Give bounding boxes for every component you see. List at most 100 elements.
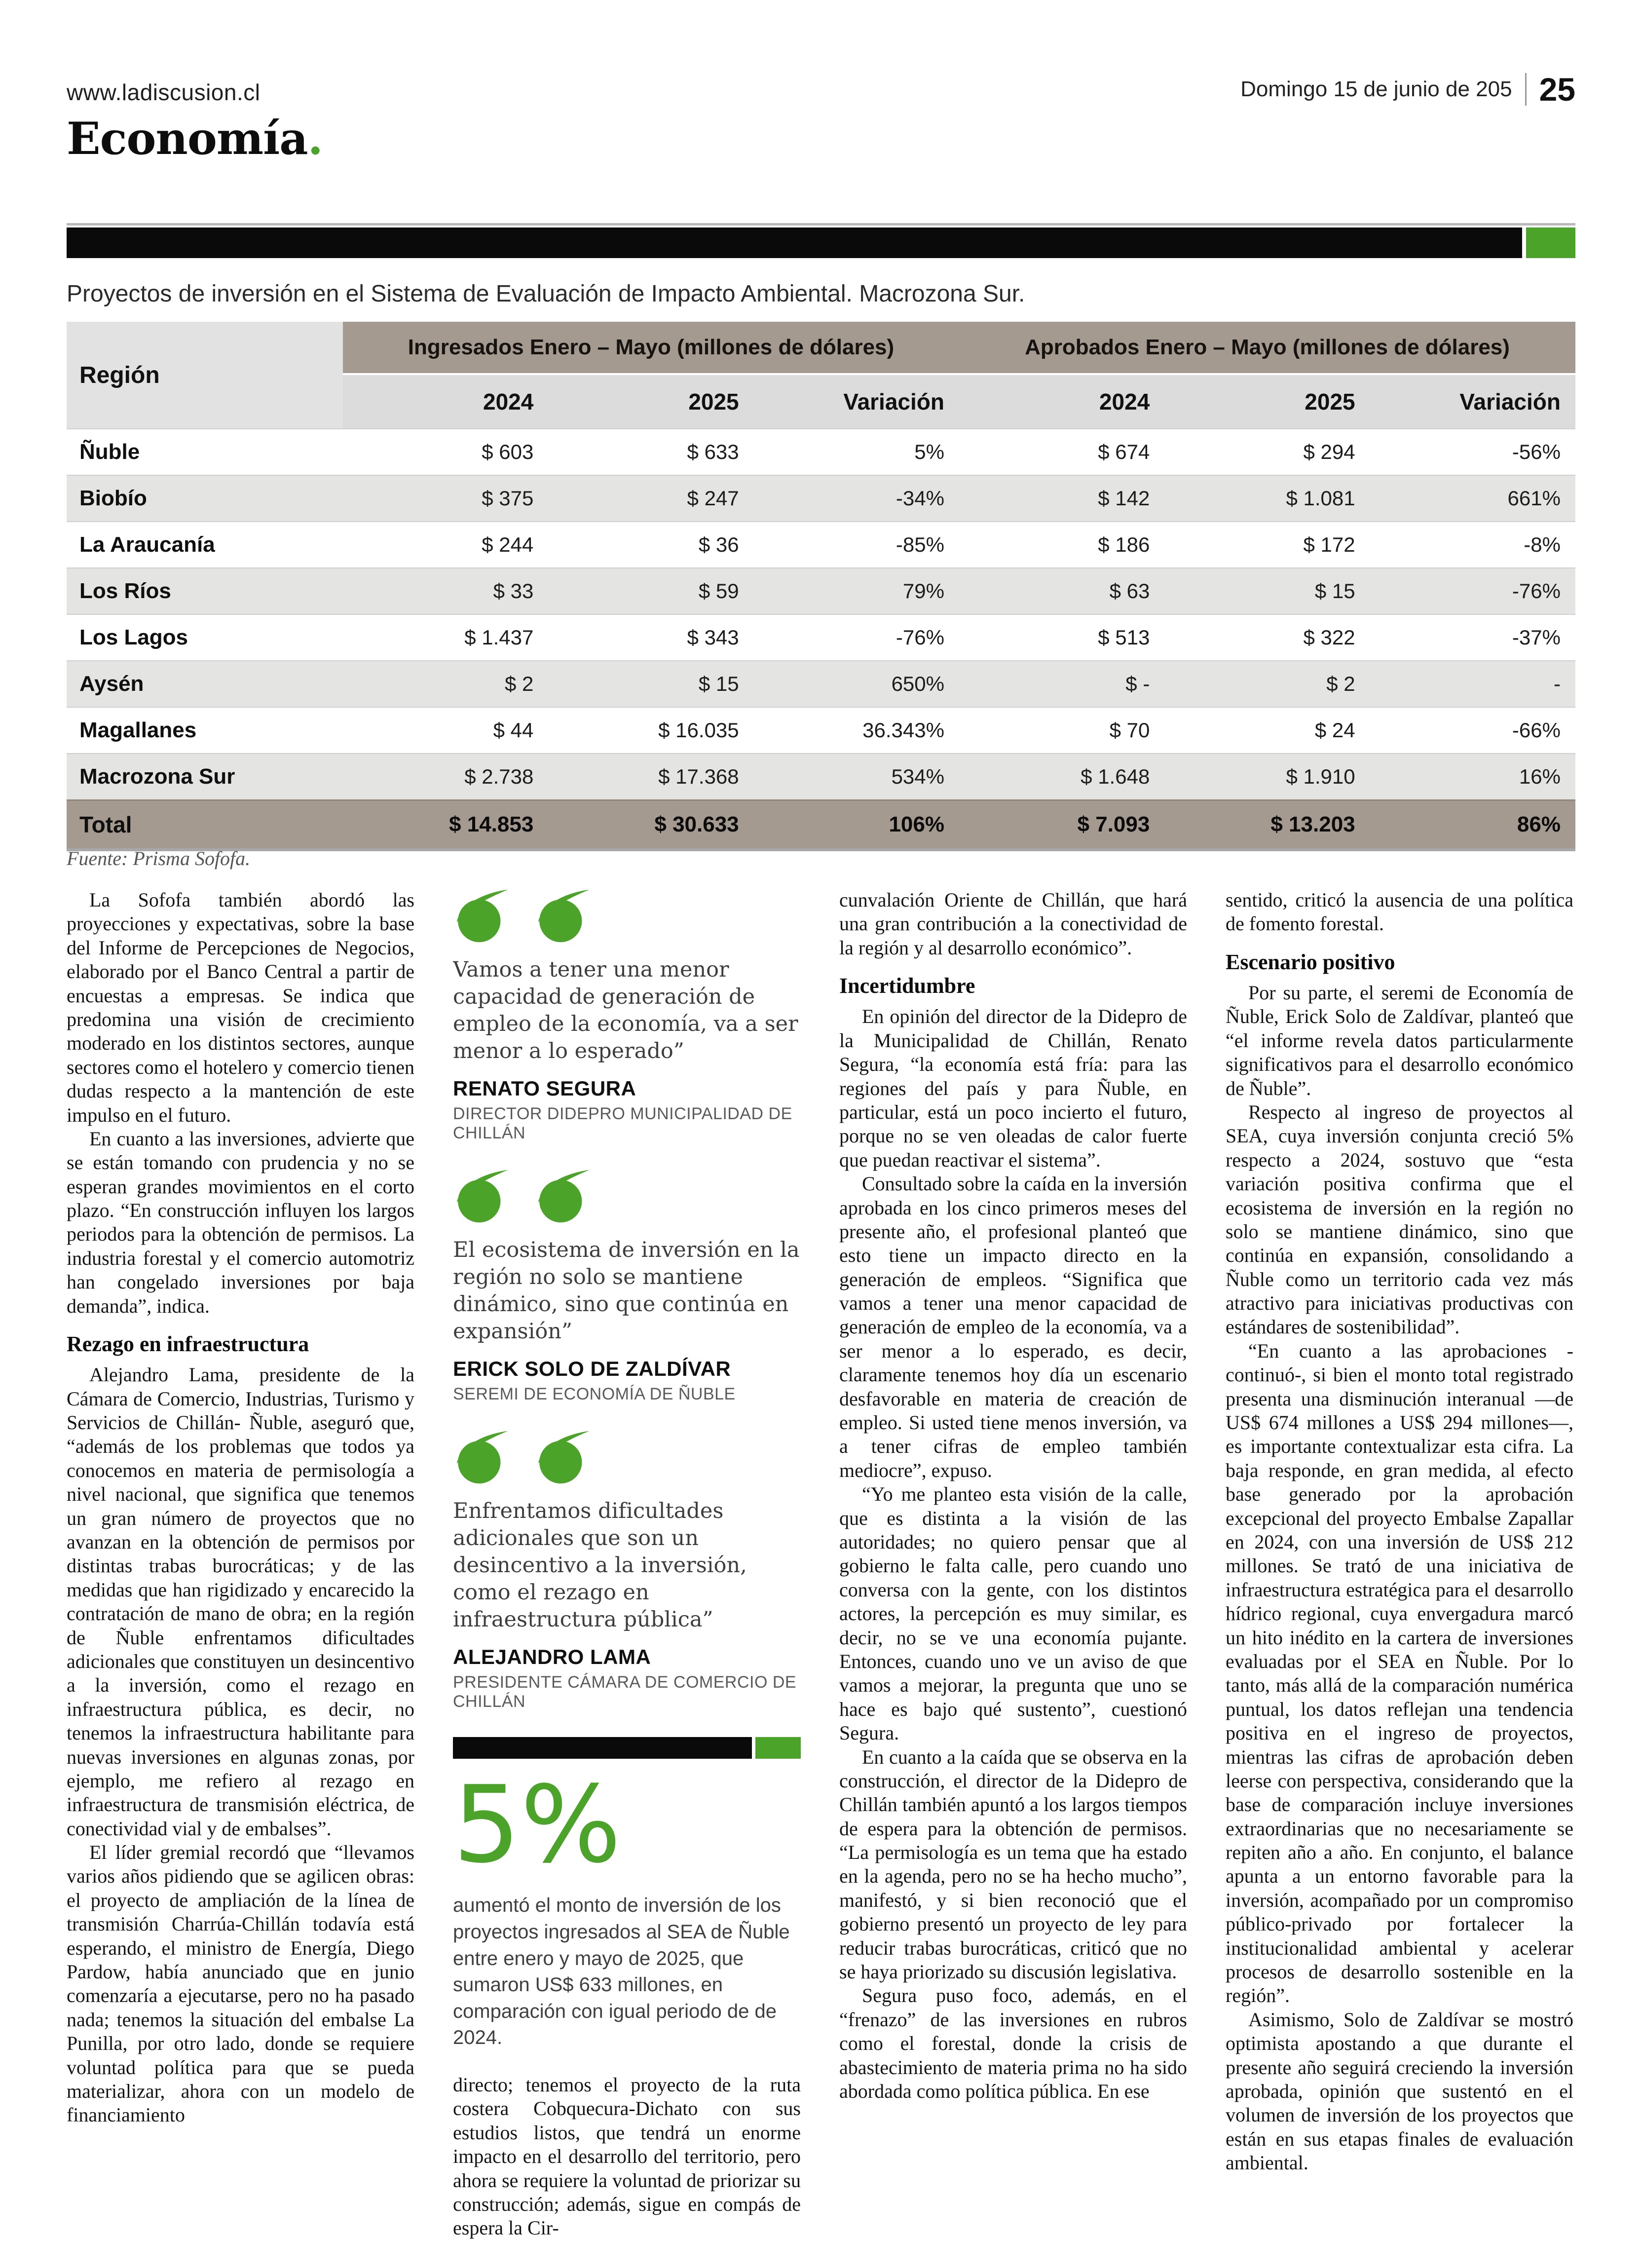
paragraph: Respecto al ingreso de proyectos al SEA,… [1226,1100,1573,1338]
row-value: 36.343% [862,718,944,742]
row-value: $ 2 [504,672,534,695]
row-value: $ 70 [1109,718,1150,742]
row-value: 16% [1519,765,1561,788]
site-url: www.ladiscusion.cl [67,79,261,105]
row-region: Biobío [79,486,147,510]
masthead: www.ladiscusion.cl Domingo 15 de junio d… [67,73,1575,106]
subhead-incertidumbre: Incertidumbre [839,974,975,998]
stat-caption: aumentó el monto de inversión de los pro… [453,1894,790,2049]
stat-divider-bar [453,1737,801,1759]
paragraph: Asimismo, Solo de Zaldívar se mostró opt… [1226,2008,1573,2174]
stat-bar-green [755,1737,801,1759]
quotation-marks-icon [456,1431,590,1484]
row-value: 79% [902,579,944,603]
row-value: 534% [891,765,944,788]
paragraph: Alejandro Lama, presidente de la Cámara … [67,1363,414,1840]
section-divider-bar [67,227,1575,258]
row-value: $ 15 [1314,579,1355,603]
row-value: -66% [1512,718,1561,742]
row-value: $ 322 [1303,626,1355,649]
paragraph: directo; tenemos el proyecto de la ruta … [453,2073,801,2239]
stat-bar-black [453,1737,752,1759]
row-value: 661% [1507,487,1561,510]
total-label: Total [79,812,132,837]
table-group-band: Ingresados Enero – Mayo (millones de dól… [343,322,1575,373]
paragraph: En cuanto a las inversiones, advierte qu… [67,1127,414,1317]
row-value: $ 674 [1098,440,1150,463]
row-value: $ - [1125,672,1150,695]
paragraph: En cuanto a la caída que se observa en l… [839,1745,1187,1983]
row-value: $ 17.368 [658,765,739,788]
table-source: Fuente: Prisma Sofofa. [67,847,251,869]
row-value: $ 172 [1303,533,1355,556]
quote-author-role: SEREMI DE ECONOMÍA DE ÑUBLE [453,1385,736,1404]
row-region: Magallanes [79,718,197,742]
subheader-variacion-ingresados: Variación [843,389,944,415]
quote-author: ALEJANDRO LAMA [453,1645,651,1669]
table-header: Región Ingresados Enero – Mayo (millones… [67,322,1575,428]
quotation-marks-icon [456,1170,590,1223]
row-value: $ 2 [1326,672,1355,695]
row-value: $ 2.738 [464,765,534,788]
quote-text: Enfrentamos dificultades adicionales que… [453,1499,747,1632]
subheader-variacion-aprobados: Variación [1459,389,1561,415]
row-value: 5% [914,440,944,463]
table-subheader-row: 2024 2025 Variación 2024 2025 Variación [343,375,1575,428]
article-column-3: cunvalación Oriente de Chillán, que hará… [839,888,1187,2268]
table-row: Magallanes $ 44 $ 16.035 36.343% $ 70 $ … [67,707,1575,753]
subheader-2024-aprobados: 2024 [1099,389,1150,415]
row-region: Ñuble [79,440,140,464]
table-row: Los Lagos $ 1.437 $ 343 -76% $ 513 $ 322… [67,614,1575,660]
row-value: $ 186 [1098,533,1150,556]
total-value: $ 7.093 [1077,812,1150,836]
row-value: $ 513 [1098,626,1150,649]
row-value: -8% [1524,533,1561,556]
section-title: Economía. [67,113,323,165]
row-value: -56% [1512,440,1561,463]
row-value: $ 633 [687,440,739,463]
divider-bar-gap [1522,227,1526,258]
row-value: $ 59 [698,579,739,603]
quote-author-role: PRESIDENTE CÁMARA DE COMERCIO DE CHILLÁN [453,1673,797,1711]
column-header-region: Región [67,322,343,428]
quote-text: Vamos a tener una menor capacidad de gen… [453,957,798,1064]
stat-value: 5% [453,1763,622,1887]
row-value: $ 15 [698,672,739,695]
row-region: Los Lagos [79,625,188,649]
section-title-dot: . [307,113,323,165]
subheader-2025-ingresados: 2025 [688,389,739,415]
row-value: 650% [891,672,944,695]
paragraph: El líder gremial recordó que “llevamos v… [67,1841,414,2126]
row-value: $ 1.081 [1286,487,1355,510]
total-value: 106% [889,812,944,836]
pull-quote-1: Vamos a tener una menor capacidad de gen… [453,888,801,1143]
subheader-2025-aprobados: 2025 [1305,389,1355,415]
pull-quote-3: Enfrentamos dificultades adicionales que… [453,1430,801,1711]
date-box: Domingo 15 de junio de 205 25 [1240,73,1575,106]
subhead-escenario-positivo: Escenario positivo [1226,949,1395,974]
row-value: -76% [1512,579,1561,603]
investment-table: Región Ingresados Enero – Mayo (millones… [67,322,1575,851]
paragraph: Consultado sobre la caída en la inversió… [839,1172,1187,1481]
paragraph: Por su parte, el seremi de Economía de Ñ… [1226,982,1573,1099]
quotation-marks-icon [456,889,590,943]
article-column-4: sentido, criticó la ausencia de una polí… [1226,888,1573,2268]
pull-quote-2: El ecosistema de inversión en la región … [453,1169,801,1404]
table-row: Biobío $ 375 $ 247 -34% $ 142 $ 1.081 66… [67,475,1575,521]
row-value: $ 294 [1303,440,1355,463]
paragraph: La Sofofa también abordó las proyeccione… [67,889,414,1126]
total-value: $ 30.633 [654,812,739,836]
total-value: 86% [1517,812,1561,836]
quote-author-role: DIRECTOR DIDEPRO MUNICIPALIDAD DE CHILLÁ… [453,1104,792,1143]
row-value: - [1553,672,1561,695]
quote-author: RENATO SEGURA [453,1077,636,1100]
group-header-aprobados: Aprobados Enero – Mayo (millones de dóla… [959,322,1575,373]
divider-bar-green [1526,227,1575,258]
row-value: $ 375 [482,487,534,510]
edition-date: Domingo 15 de junio de 205 [1240,77,1512,101]
row-value: $ 24 [1314,718,1355,742]
article-column-1: La Sofofa también abordó las proyeccione… [67,888,414,2268]
row-value: $ 36 [698,533,739,556]
paragraph: “Yo me planteo esta visión de la calle, … [839,1483,1187,1744]
